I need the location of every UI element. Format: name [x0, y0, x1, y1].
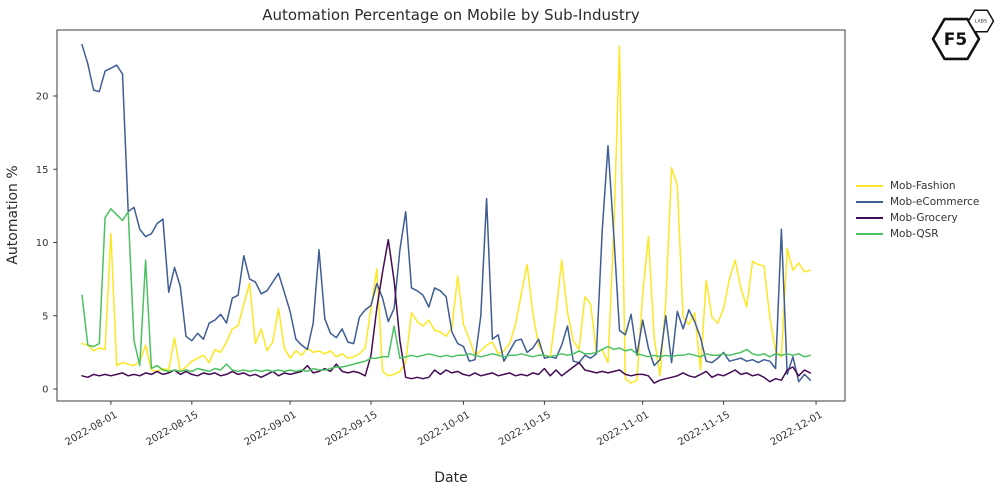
- y-tick-label: 15: [36, 165, 49, 176]
- series-line-Mob-Grocery: [81, 238, 812, 384]
- series-line-Mob-QSR: [81, 208, 812, 373]
- y-tick-label: 0: [42, 385, 48, 396]
- legend-label: Mob-QSR: [890, 228, 939, 240]
- legend-swatch-icon: [856, 185, 883, 187]
- labs-hexagon-icon: [967, 9, 995, 33]
- legend-swatch-icon: [856, 201, 883, 203]
- x-tick-label: 2022-11-01: [595, 410, 651, 449]
- logo-brand-text: F5: [944, 30, 967, 50]
- x-tick-label: 2022-10-15: [497, 410, 553, 449]
- x-tick-label: 2022-08-15: [144, 410, 200, 449]
- legend-label: Mob-eCommerce: [890, 196, 980, 208]
- legend-swatch-icon: [856, 233, 883, 235]
- legend-item: Mob-eCommerce: [856, 194, 979, 210]
- y-axis-label: Automation %: [5, 165, 21, 264]
- x-tick-label: 2022-09-01: [243, 410, 299, 449]
- y-tick-label: 20: [36, 92, 49, 103]
- x-tick-label: 2022-12-01: [769, 410, 825, 449]
- y-tick-label: 10: [36, 238, 49, 249]
- y-axis-ticks: 0 5 10 15 20: [36, 92, 57, 396]
- chart-title: Automation Percentage on Mobile by Sub-I…: [262, 6, 640, 24]
- series-line-Mob-eCommerce: [81, 43, 812, 383]
- x-tick-label: 2022-09-15: [324, 410, 380, 449]
- series-line-Mob-Fashion: [81, 45, 812, 384]
- series-lines: [81, 43, 812, 384]
- legend-label: Mob-Grocery: [890, 212, 958, 224]
- logo-sub-text: LABS: [975, 19, 987, 25]
- f5-labs-logo: F5 LABS: [931, 9, 995, 61]
- legend-item: Mob-Fashion: [856, 178, 979, 194]
- x-tick-label: 2022-08-01: [64, 410, 120, 449]
- legend: Mob-Fashion Mob-eCommerce Mob-Grocery Mob-Q…: [856, 178, 979, 242]
- legend-item: Mob-Grocery: [856, 210, 979, 226]
- plot-frame: [56, 29, 846, 402]
- y-tick-label: 5: [42, 311, 48, 322]
- x-tick-label: 2022-10-01: [416, 410, 472, 449]
- x-axis-label: Date: [434, 470, 467, 486]
- legend-swatch-icon: [856, 217, 883, 219]
- f5-hexagon-icon: [931, 17, 981, 61]
- legend-label: Mob-Fashion: [890, 180, 956, 192]
- x-axis-ticks: 2022-08-01 2022-08-15 2022-09-01 2022-09-15…: [64, 401, 825, 448]
- legend-item: Mob-QSR: [856, 226, 979, 242]
- x-tick-label: 2022-11-15: [676, 410, 732, 449]
